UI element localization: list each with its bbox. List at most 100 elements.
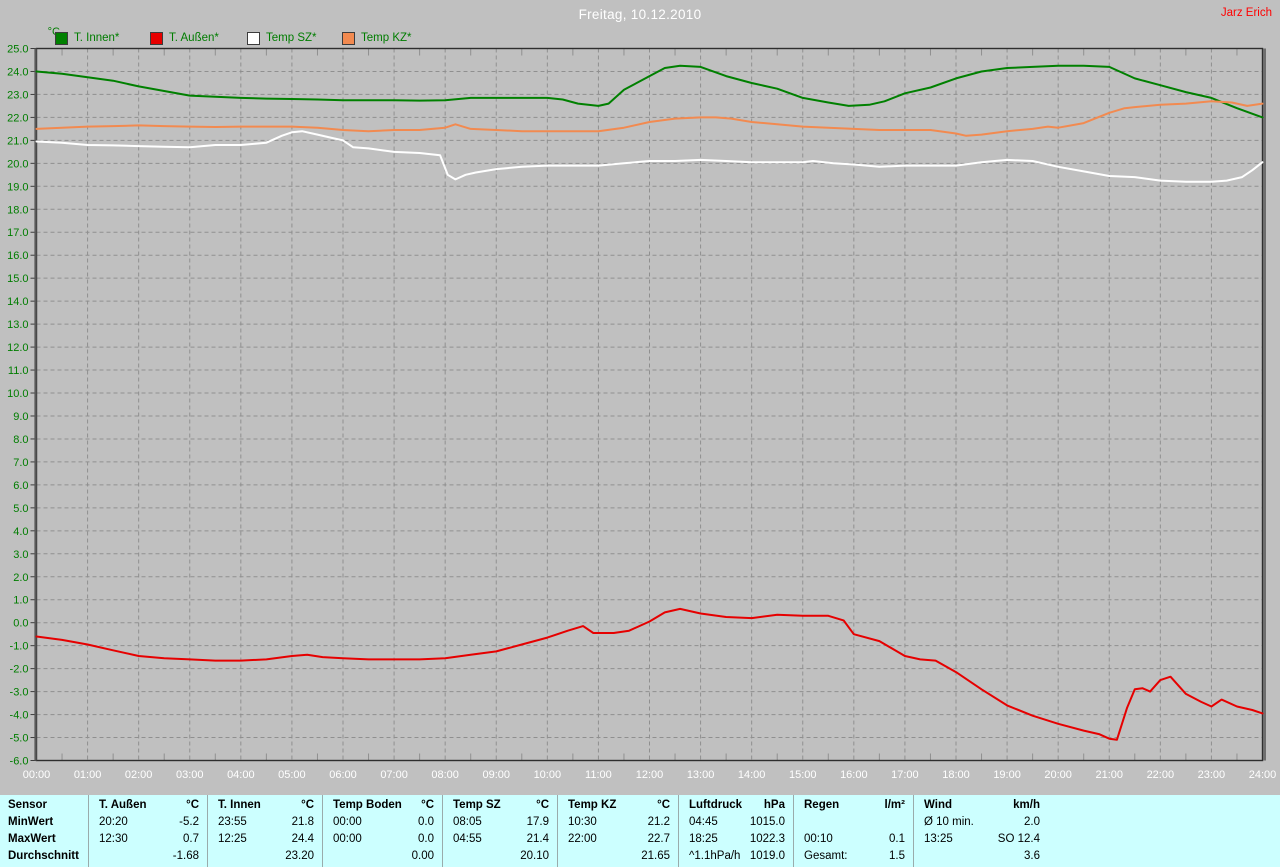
series-line-temp-kz- [35,100,1264,137]
temperature-chart: 25.0 24.0 23.0 22.0 21.0 20.0 19.0 18.0 17.0 16.0… [7,44,1277,782]
temp-boden-maxwert-value: 0.0 [418,833,434,845]
temp-kz-header-value: °C [657,799,670,811]
chart-legend: T. Innen* T. Außen* Temp SZ* Temp KZ* [0,31,1280,47]
wind-minwert: Ø 10 min. 2.0 [914,814,1048,831]
legend-label: T. Innen* [74,32,120,44]
t-innen-maxwert-value: 24.4 [291,833,314,845]
x-tick-label: 24:00 [1249,769,1277,781]
y-tick-label: 13.0 [7,319,28,331]
x-tick-label: 01:00 [74,769,102,781]
legend-item-4: Temp KZ* [342,31,412,45]
t-au-en-durchschnitt: -1.68 [89,848,207,865]
series-line-t-innen- [35,64,1264,119]
y-tick-label: 25.0 [7,44,28,56]
temp-kz-durchschnitt-value: 21.65 [641,850,670,862]
t-innen-minwert: 23:55 21.8 [208,814,322,831]
luftdruck-minwert: 04:45 1015.0 [679,814,793,831]
y-tick-label: 2.0 [13,572,28,584]
x-tick-label: 23:00 [1198,769,1226,781]
sensor-column: Sensor MinWert MaxWert Durchschnitt [0,795,88,867]
temp-kz-minwert-label: 10:30 [568,816,597,828]
x-tick-label: 08:00 [431,769,459,781]
legend-label: T. Außen* [169,32,219,44]
y-tick-label: -2.0 [10,664,29,676]
y-tick-label: 16.0 [7,250,28,262]
y-tick-label: 9.0 [13,411,28,423]
x-tick-label: 14:00 [738,769,766,781]
x-tick-label: 00:00 [23,769,51,781]
temp-boden-minwert-label: 00:00 [333,816,362,828]
luftdruck-minwert-value: 1015.0 [749,816,785,828]
x-tick-label: 18:00 [942,769,970,781]
t-au-en-maxwert: 12:30 0.7 [89,831,207,848]
x-tick-label: 19:00 [993,769,1021,781]
x-tick-label: 07:00 [380,769,408,781]
wind-header: Wind km/h [914,797,1048,814]
column-temp-kz: Temp KZ °C 10:30 21.2 22:00 22.7 21.65 [557,795,678,867]
y-tick-label: -4.0 [10,710,29,722]
y-tick-label: 3.0 [13,549,28,561]
y-tick-label: 11.0 [8,365,29,377]
temp-sz-minwert-value: 17.9 [526,816,549,828]
t-au-en-header-label: T. Außen [99,799,147,811]
row-label-3: Durchschnitt [0,848,88,865]
table-filler [1048,795,1280,867]
luftdruck-durchschnitt: ^1.1hPa/h 1019.0 [679,848,793,865]
x-tick-label: 11:00 [585,769,612,781]
y-tick-label: -5.0 [10,733,29,745]
temp-boden-minwert-value: 0.0 [418,816,434,828]
row-label-3-label: Durchschnitt [8,850,79,862]
y-tick-label: 18.0 [7,204,28,216]
column-wind: Wind km/h Ø 10 min. 2.0 13:25 SO 12.4 3.6 [913,795,1048,867]
luftdruck-header-value: hPa [763,799,785,811]
temp-kz-minwert: 10:30 21.2 [558,814,678,831]
column-temp-sz: Temp SZ °C 08:05 17.9 04:55 21.4 20.10 [442,795,557,867]
y-tick-label: -3.0 [10,687,29,699]
temp-boden-maxwert-label: 00:00 [333,833,362,845]
table-corner: Sensor [0,797,88,814]
t-innen-header: T. Innen °C [208,797,322,814]
t-innen-minwert-value: 21.8 [291,816,314,828]
x-tick-label: 21:00 [1095,769,1123,781]
temp-kz-maxwert: 22:00 22.7 [558,831,678,848]
temp-sz-header-label: Temp SZ [453,799,501,811]
t-innen-header-value: °C [301,799,314,811]
temp-boden-header: Temp Boden °C [323,797,442,814]
page-title: Freitag, 10.12.2010 [578,7,702,22]
wind-header-value: km/h [1013,799,1040,811]
x-tick-label: 06:00 [329,769,357,781]
t-innen-durchschnitt-value: 23.20 [285,850,314,862]
temp-kz-maxwert-label: 22:00 [568,833,597,845]
y-tick-label: 14.0 [7,296,28,308]
temp-sz-minwert-label: 08:05 [453,816,482,828]
x-tick-label: 13:00 [687,769,715,781]
column-temp-boden: Temp Boden °C 00:00 0.0 00:00 0.0 0.00 [322,795,442,867]
x-tick-label: 22:00 [1147,769,1175,781]
y-tick-label: 17.0 [7,227,28,239]
legend-label: Temp SZ* [266,32,317,44]
luftdruck-maxwert-label: 18:25 [689,833,718,845]
regen-maxwert-value: 0.1 [889,833,905,845]
temp-boden-header-label: Temp Boden [333,799,402,811]
y-tick-label: 23.0 [7,89,28,101]
x-tick-label: 02:00 [125,769,153,781]
t-au-en-minwert-value: -5.2 [179,816,199,828]
x-tick-label: 16:00 [840,769,868,781]
x-tick-label: 10:00 [534,769,562,781]
y-tick-label: 8.0 [13,434,28,446]
temp-sz-durchschnitt: 20.10 [443,848,557,865]
regen-durchschnitt-value: 1.5 [889,850,905,862]
x-tick-label: 15:00 [789,769,817,781]
legend-label: Temp KZ* [361,32,412,44]
temp-sz-maxwert-value: 21.4 [526,833,549,845]
y-tick-label: 22.0 [7,112,28,124]
temp-kz-maxwert-value: 22.7 [647,833,670,845]
temp-boden-durchschnitt: 0.00 [323,848,442,865]
temp-kz-header: Temp KZ °C [558,797,678,814]
t-innen-durchschnitt: 23.20 [208,848,322,865]
y-tick-label: 19.0 [7,181,28,193]
t-innen-minwert-label: 23:55 [218,816,247,828]
t-au-en-minwert-label: 20:20 [99,816,128,828]
column-t-innen: T. Innen °C 23:55 21.8 12:25 24.4 23.20 [207,795,322,867]
